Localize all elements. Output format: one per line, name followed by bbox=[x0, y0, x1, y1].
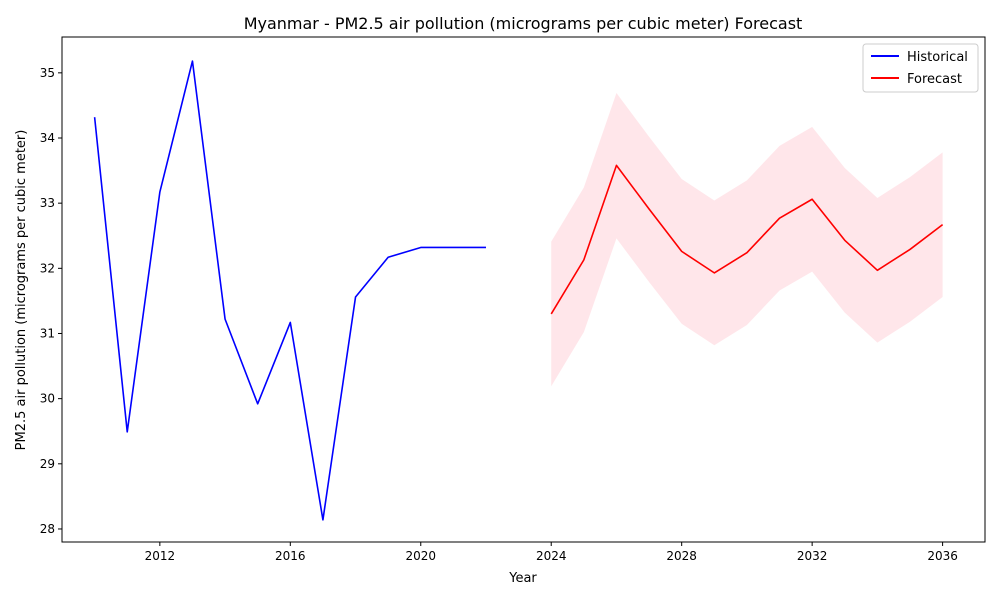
y-tick-label: 28 bbox=[40, 522, 55, 536]
x-tick-label: 2032 bbox=[797, 549, 828, 563]
plot-area bbox=[93, 60, 944, 521]
x-axis-label: Year bbox=[508, 571, 537, 586]
x-tick-label: 2036 bbox=[927, 549, 958, 563]
series-line-historical bbox=[93, 60, 486, 521]
x-tick-label: 2016 bbox=[275, 549, 306, 563]
chart-title: Myanmar - PM2.5 air pollution (microgram… bbox=[244, 14, 803, 33]
x-axis: 2012 2016 2020 2024 2028 2032 2036 bbox=[145, 542, 958, 563]
plot-frame bbox=[61, 36, 986, 543]
legend-label-forecast: Forecast bbox=[907, 72, 962, 87]
forecast-confidence-band bbox=[551, 93, 943, 387]
y-tick-label: 31 bbox=[40, 326, 55, 340]
y-axis-label: PM2.5 air pollution (micrograms per cubi… bbox=[14, 130, 29, 451]
x-tick-label: 2020 bbox=[405, 549, 436, 563]
x-tick-label: 2024 bbox=[536, 549, 567, 563]
x-tick-label: 2028 bbox=[666, 549, 697, 563]
y-tick-label: 29 bbox=[40, 457, 55, 471]
series-line-forecast bbox=[550, 164, 944, 315]
y-tick-label: 33 bbox=[40, 196, 55, 210]
y-tick-label: 32 bbox=[40, 261, 55, 275]
legend-label-historical: Historical bbox=[907, 50, 968, 65]
x-tick-label: 2012 bbox=[145, 549, 176, 563]
y-tick-label: 30 bbox=[40, 392, 55, 406]
y-tick-label: 35 bbox=[40, 66, 55, 80]
y-tick-label: 34 bbox=[40, 131, 55, 145]
legend: Historical Forecast bbox=[862, 43, 979, 93]
y-axis: 28 29 30 31 32 33 34 35 bbox=[40, 66, 62, 536]
